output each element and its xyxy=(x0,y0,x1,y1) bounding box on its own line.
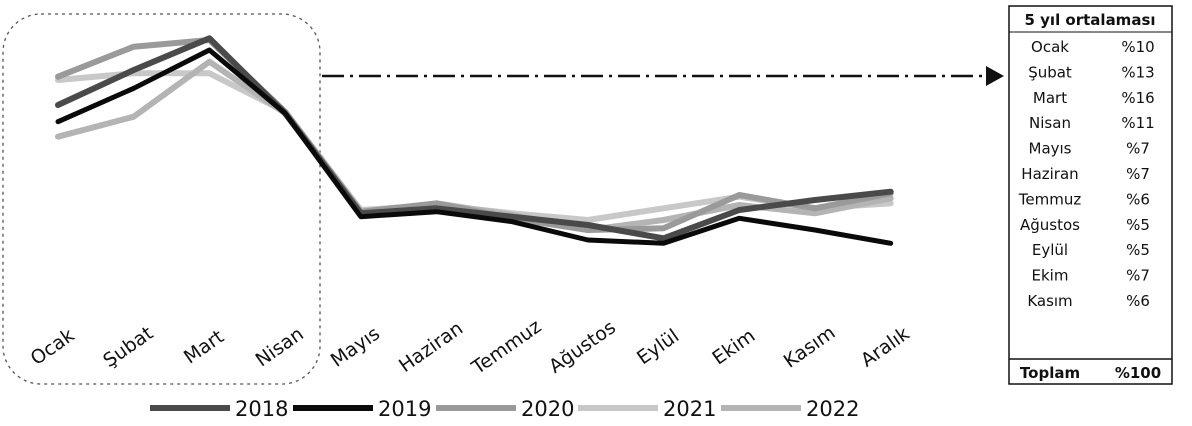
summary-table-value: %6 xyxy=(1126,190,1150,208)
x-axis-tick-labels: Ocak Şubat Mart Nisan Mayıs Haziran Temmuz Ağus… xyxy=(27,315,914,379)
summary-table-value: %7 xyxy=(1126,140,1150,158)
x-tick-label: Haziran xyxy=(395,317,467,377)
summary-table-month: Ağustos xyxy=(1020,216,1080,234)
summary-table-month: Haziran xyxy=(1021,165,1078,183)
summary-table-month: Mayıs xyxy=(1029,140,1072,158)
summary-table-month: Mart xyxy=(1033,89,1067,107)
x-tick-label: Aralık xyxy=(857,323,914,372)
x-tick-label: Temmuz xyxy=(467,315,545,379)
legend-label-2018: 2018 xyxy=(235,397,288,421)
summary-table-value: %7 xyxy=(1126,165,1150,183)
summary-table-month: Nisan xyxy=(1029,114,1071,132)
legend-label-2021: 2021 xyxy=(663,397,716,421)
summary-table-value: %11 xyxy=(1121,114,1154,132)
summary-table-month: Ekim xyxy=(1032,267,1069,285)
summary-table-value: %10 xyxy=(1121,38,1154,56)
summary-table-total-value: %100 xyxy=(1115,364,1161,382)
x-tick-label: Şubat xyxy=(99,322,157,372)
legend-label-2020: 2020 xyxy=(521,397,574,421)
legend-label-2022: 2022 xyxy=(806,397,859,421)
x-tick-label: Kasım xyxy=(780,322,840,373)
legend-label-2019: 2019 xyxy=(378,397,431,421)
legend: 2018 2019 2020 2021 2022 xyxy=(150,397,859,421)
summary-table-value: %16 xyxy=(1121,89,1154,107)
x-tick-label: Nisan xyxy=(252,323,308,371)
summary-table-month: Şubat xyxy=(1028,63,1072,81)
series-line-2018 xyxy=(55,35,894,242)
x-tick-label: Eylül xyxy=(633,325,683,369)
summary-table-value: %7 xyxy=(1126,267,1150,285)
summary-table-month: Kasım xyxy=(1027,292,1072,310)
summary-table-month: Ocak xyxy=(1031,38,1069,56)
summary-table-title: 5 yıl ortalaması xyxy=(1024,11,1155,29)
summary-table-value: %5 xyxy=(1126,241,1150,259)
series-line-2020 xyxy=(55,37,894,233)
summary-table-rows: Ocak %10 Şubat %13 Mart %16 Nisan %11 Mayıs %7 Haz… xyxy=(1018,38,1155,310)
summary-table-frame xyxy=(1008,5,1173,385)
summary-table-value: %6 xyxy=(1126,292,1150,310)
summary-table-total-label: Toplam xyxy=(1020,364,1080,382)
x-tick-label: Mayıs xyxy=(327,322,384,371)
highlight-box xyxy=(2,13,321,385)
summary-table: 5 yıl ortalaması Ocak %10 Şubat %13 Mart %16 N… xyxy=(1008,5,1173,385)
series-layer xyxy=(55,35,894,246)
series-line-2019 xyxy=(55,47,894,246)
x-tick-label: Ekim xyxy=(708,325,759,370)
summary-table-value: %13 xyxy=(1121,63,1154,81)
x-tick-label: Ağustos xyxy=(545,316,620,378)
x-tick-label: Ocak xyxy=(27,324,79,370)
summary-table-month: Temmuz xyxy=(1018,190,1082,208)
summary-table-value: %5 xyxy=(1126,216,1150,234)
pointer-arrow-head xyxy=(986,66,1004,86)
summary-table-month: Eylül xyxy=(1032,241,1068,259)
x-tick-label: Mart xyxy=(180,326,228,369)
